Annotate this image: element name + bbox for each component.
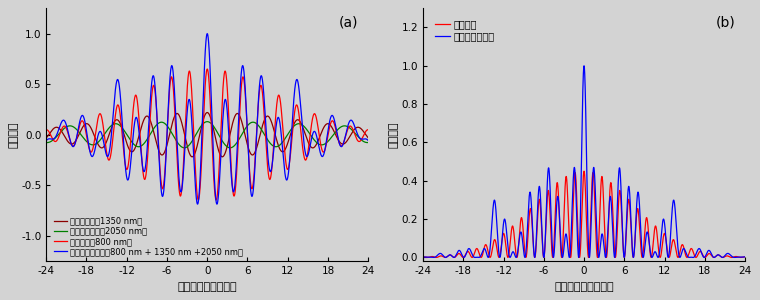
X-axis label: 時間（フェムト秒）: 時間（フェムト秒） <box>177 282 237 292</box>
合成レーザー光（800 nm + 1350 nm +2050 nm） <box>306 139 315 142</box>
合成レーザー光 <box>612 234 621 237</box>
X-axis label: 時間（フェムト秒）: 時間（フェムト秒） <box>554 282 614 292</box>
合成レーザー光（800 nm + 1350 nm +2050 nm） <box>282 178 291 182</box>
シグナル光（1350 nm） <box>165 134 174 137</box>
アイドラー光（2050 nm） <box>165 127 174 130</box>
ポンプ光（800 nm） <box>364 128 373 131</box>
アイドラー光（2050 nm） <box>180 146 189 150</box>
シグナル光（1350 nm） <box>306 145 315 149</box>
アイドラー光（2050 nm） <box>235 137 244 140</box>
Line: アイドラー光（2050 nm）: アイドラー光（2050 nm） <box>46 122 369 148</box>
ポンプ光（800 nm） <box>252 146 261 149</box>
ポンプ光 <box>579 169 588 173</box>
Line: ポンプ光（800 nm）: ポンプ光（800 nm） <box>46 69 369 200</box>
Text: (b): (b) <box>716 16 736 30</box>
合成レーザー光 <box>628 250 637 254</box>
Legend: シグナル光（1350 nm）, アイドラー光（2050 nm）, ポンプ光（800 nm）, 合成レーザー光（800 nm + 1350 nm +2050 nm: シグナル光（1350 nm）, アイドラー光（2050 nm）, ポンプ光（80… <box>54 216 244 257</box>
合成レーザー光 <box>740 255 749 259</box>
Line: ポンプ光: ポンプ光 <box>423 171 745 257</box>
合成レーザー光（800 nm + 1350 nm +2050 nm） <box>193 202 202 206</box>
ポンプ光（800 nm） <box>42 128 51 131</box>
合成レーザー光 <box>683 255 692 259</box>
ポンプ光（800 nm） <box>100 136 109 140</box>
ポンプ光（800 nm） <box>165 92 174 95</box>
合成レーザー光（800 nm + 1350 nm +2050 nm） <box>165 87 174 90</box>
Legend: ポンプ光, 合成レーザー光: ポンプ光, 合成レーザー光 <box>434 18 496 42</box>
Y-axis label: 電場振幅: 電場振幅 <box>8 122 18 148</box>
ポンプ光 <box>683 255 692 258</box>
アイドラー光（2050 nm） <box>364 141 373 144</box>
ポンプ光（800 nm） <box>203 67 212 71</box>
Line: 合成レーザー光: 合成レーザー光 <box>423 66 745 257</box>
合成レーザー光（800 nm + 1350 nm +2050 nm） <box>252 149 261 153</box>
合成レーザー光 <box>419 255 428 259</box>
合成レーザー光（800 nm + 1350 nm +2050 nm） <box>203 32 212 35</box>
アイドラー光（2050 nm） <box>252 121 261 125</box>
合成レーザー光 <box>659 217 668 221</box>
ポンプ光 <box>419 255 428 259</box>
Text: (a): (a) <box>339 16 359 30</box>
ポンプ光（800 nm） <box>282 165 291 169</box>
シグナル光（1350 nm） <box>282 144 291 148</box>
合成レーザー光（800 nm + 1350 nm +2050 nm） <box>364 139 373 142</box>
ポンプ光（800 nm） <box>306 126 315 129</box>
アイドラー光（2050 nm） <box>100 132 109 136</box>
Line: 合成レーザー光（800 nm + 1350 nm +2050 nm）: 合成レーザー光（800 nm + 1350 nm +2050 nm） <box>46 34 369 204</box>
ポンプ光 <box>541 222 550 225</box>
アイドラー光（2050 nm） <box>306 134 315 137</box>
シグナル光（1350 nm） <box>252 148 261 152</box>
合成レーザー光 <box>540 256 549 259</box>
ポンプ光 <box>740 255 749 259</box>
合成レーザー光（800 nm + 1350 nm +2050 nm） <box>100 146 109 150</box>
ポンプ光 <box>628 253 637 256</box>
シグナル光（1350 nm） <box>364 136 373 140</box>
シグナル光（1350 nm） <box>188 155 197 159</box>
合成レーザー光 <box>542 213 551 217</box>
Y-axis label: 電場強度: 電場強度 <box>389 122 399 148</box>
アイドラー光（2050 nm） <box>282 134 291 138</box>
シグナル光（1350 nm） <box>203 111 212 114</box>
ポンプ光 <box>477 255 486 259</box>
ポンプ光 <box>612 249 621 252</box>
シグナル光（1350 nm） <box>100 144 109 147</box>
ポンプ光（800 nm） <box>194 198 203 202</box>
合成レーザー光 <box>477 253 486 256</box>
シグナル光（1350 nm） <box>42 136 51 140</box>
Line: シグナル光（1350 nm）: シグナル光（1350 nm） <box>46 112 369 157</box>
ポンプ光 <box>659 235 668 238</box>
アイドラー光（2050 nm） <box>42 141 51 144</box>
合成レーザー光（800 nm + 1350 nm +2050 nm） <box>235 99 244 102</box>
シグナル光（1350 nm） <box>235 114 244 117</box>
ポンプ光 <box>575 256 584 259</box>
合成レーザー光 <box>579 64 588 68</box>
アイドラー光（2050 nm） <box>203 120 212 123</box>
合成レーザー光（800 nm + 1350 nm +2050 nm） <box>42 139 51 142</box>
ポンプ光（800 nm） <box>235 114 244 118</box>
